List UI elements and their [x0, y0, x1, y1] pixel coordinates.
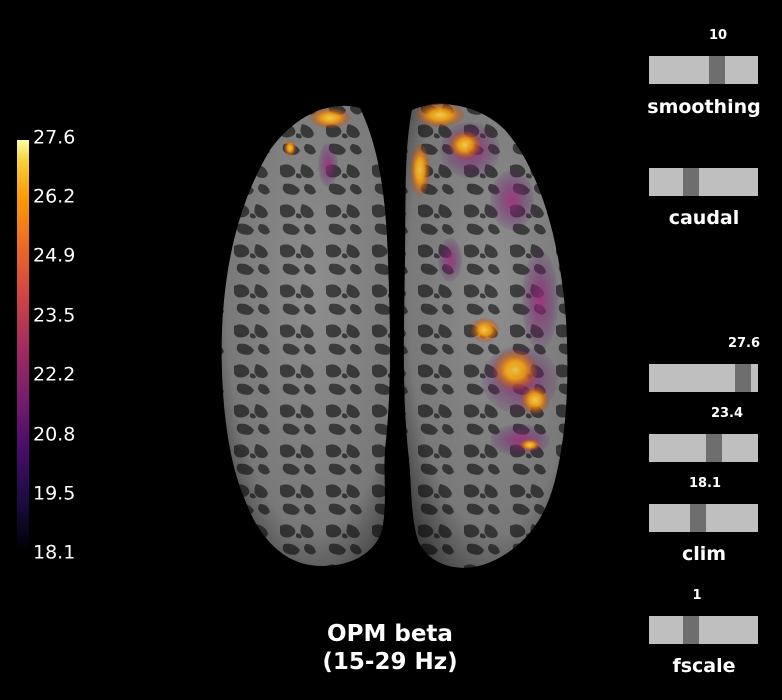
- figure-title: OPM beta (15-29 Hz): [290, 620, 490, 676]
- fscale-slider-handle[interactable]: [683, 616, 699, 644]
- clim-max-slider[interactable]: [649, 364, 758, 392]
- fscale-value: 1: [692, 588, 702, 603]
- colorbar-tick: 23.5: [33, 304, 76, 327]
- caudal-slider-handle[interactable]: [683, 168, 699, 196]
- clim-max-slider-handle[interactable]: [735, 364, 751, 392]
- smoothing-slider[interactable]: [649, 56, 758, 84]
- colorbar-tick: 20.8: [33, 423, 76, 446]
- colorbar-tick: 22.2: [33, 363, 76, 386]
- caudal-slider[interactable]: [649, 168, 758, 196]
- clim-mid-slider[interactable]: [649, 434, 758, 462]
- colorbar-tick: 26.2: [33, 185, 76, 208]
- clim-min-slider-handle[interactable]: [690, 504, 706, 532]
- title-line-1: OPM beta: [327, 621, 453, 647]
- smoothing-label: smoothing: [647, 96, 761, 118]
- colorbar-tick: 18.1: [33, 541, 76, 564]
- caudal-label: caudal: [668, 207, 740, 229]
- clim-label: clim: [681, 543, 727, 565]
- smoothing-value: 10: [708, 28, 728, 43]
- fscale-label: fscale: [672, 655, 736, 677]
- clim-min-value: 18.1: [688, 476, 722, 491]
- clim-min-slider[interactable]: [649, 504, 758, 532]
- clim-max-value: 27.6: [727, 336, 761, 351]
- smoothing-slider-handle[interactable]: [709, 56, 725, 84]
- title-line-2: (15-29 Hz): [322, 649, 458, 675]
- clim-mid-value: 23.4: [710, 406, 744, 421]
- colorbar: [17, 140, 29, 550]
- colorbar-tick: 24.9: [33, 244, 76, 267]
- fscale-slider[interactable]: [649, 616, 758, 644]
- activation-overlay: [284, 103, 558, 456]
- colorbar-tick: 27.6: [33, 126, 76, 149]
- colorbar-tick: 19.5: [33, 482, 76, 505]
- clim-mid-slider-handle[interactable]: [706, 434, 722, 462]
